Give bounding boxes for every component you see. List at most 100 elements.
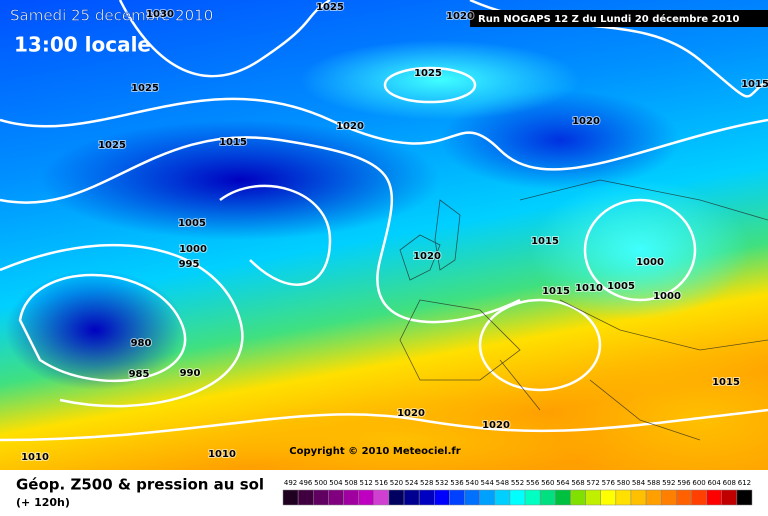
isobar-label: 1025 (131, 83, 159, 94)
scale-label: 508 (344, 479, 357, 487)
time: 13:00 locale (14, 33, 151, 57)
isobar-label: 1015 (219, 137, 247, 148)
scale-label: 516 (375, 479, 389, 487)
isobar-label: 1025 (414, 68, 442, 79)
scale-label: 560 (541, 479, 554, 487)
scale-label: 596 (677, 479, 691, 487)
isobar-label: 1015 (741, 79, 768, 90)
scale-label: 604 (707, 479, 721, 487)
legend-title: Géop. Z500 & pression au sol (16, 476, 264, 494)
isobar-label: 1020 (572, 116, 600, 127)
isobar-label: 1000 (653, 291, 681, 302)
scale-swatch (676, 489, 692, 506)
isobar-label: 980 (131, 338, 152, 349)
scale-label: 496 (299, 479, 313, 487)
isobar-label: 1000 (636, 257, 664, 268)
scale-label: 576 (602, 479, 616, 487)
scale-label: 588 (647, 479, 660, 487)
scale-swatch (449, 489, 465, 506)
scale-label: 520 (390, 479, 403, 487)
scale-swatch (721, 489, 738, 506)
isobar-label: 1025 (316, 2, 344, 13)
scale-label: 552 (511, 479, 524, 487)
run-banner (470, 10, 768, 27)
scale-label: 500 (314, 479, 327, 487)
scale-swatch (479, 489, 496, 506)
scale-swatch (736, 489, 753, 506)
scale-swatch (691, 489, 707, 506)
coastlines (399, 179, 768, 441)
scale-label: 532 (435, 479, 448, 487)
scale-swatch (403, 489, 420, 506)
legend-lead: (+ 120h) (16, 496, 70, 509)
scale-label: 556 (526, 479, 540, 487)
scale-label: 512 (360, 479, 373, 487)
scale-swatch (434, 489, 450, 506)
scale-swatch (615, 489, 632, 506)
isobar-label: 1020 (336, 121, 364, 132)
date: Samedi 25 decembre 2010 (10, 7, 213, 25)
isobar-label: 1010 (208, 449, 236, 460)
scale-swatch (358, 489, 375, 506)
scale-swatch (388, 489, 405, 506)
isobar-label: 995 (179, 259, 200, 270)
scale-label: 564 (556, 479, 570, 487)
isobar-label: 1015 (542, 286, 570, 297)
isobar-label: 1025 (98, 140, 126, 151)
scale-swatch (570, 489, 586, 506)
scale-swatch (706, 489, 722, 506)
scale-label: 536 (450, 479, 464, 487)
scale-label: 584 (632, 479, 646, 487)
scale-label: 544 (481, 479, 495, 487)
scale-swatch (645, 489, 662, 506)
scale-swatch (494, 489, 511, 506)
scale-swatch (660, 489, 677, 506)
scale-swatch (297, 489, 314, 506)
isobar-label: 990 (180, 368, 201, 379)
scale-label: 548 (496, 479, 509, 487)
scale-swatch (524, 489, 541, 506)
isobar-label: 1020 (482, 420, 510, 431)
scale-swatch (418, 489, 435, 506)
scale-swatch (555, 489, 571, 506)
isobars (0, 0, 768, 440)
isobar-label: 1020 (413, 251, 441, 262)
isobar-label: 1005 (607, 281, 635, 292)
scale-swatch (373, 489, 390, 506)
scale-label: 592 (662, 479, 675, 487)
isobar-label: 1010 (21, 452, 49, 463)
scale-label: 492 (284, 479, 297, 487)
isobar-label: 1020 (397, 408, 425, 419)
isobar-label: 1015 (712, 377, 740, 388)
isobar-label: 1010 (575, 283, 603, 294)
copyright: Copyright © 2010 Meteociel.fr (289, 446, 460, 457)
scale-label: 524 (405, 479, 419, 487)
scale-label: 504 (329, 479, 343, 487)
scale-swatch (343, 489, 359, 506)
isobar-label: 1030 (146, 9, 174, 20)
scale-swatch (464, 489, 480, 506)
scale-label: 580 (617, 479, 630, 487)
scale-label: 608 (723, 479, 736, 487)
isobar-label: 1005 (178, 218, 206, 229)
isobar-label: 1020 (446, 11, 474, 22)
scale-label: 528 (420, 479, 433, 487)
scale-swatch (282, 489, 299, 506)
scale-swatch (539, 489, 556, 506)
map-background (0, 0, 768, 490)
scale-swatch (585, 489, 601, 506)
scale-swatch (630, 489, 647, 506)
scale-label: 600 (692, 479, 705, 487)
scale-label: 572 (586, 479, 599, 487)
isobar-label: 985 (129, 369, 150, 380)
scale-label: 540 (465, 479, 478, 487)
scale-swatch (600, 489, 617, 506)
scale-swatch (509, 489, 526, 506)
scale-swatch (328, 489, 344, 506)
isobar-label: 1000 (179, 244, 207, 255)
scale-label: 612 (738, 479, 751, 487)
scale-swatch (313, 489, 329, 506)
isobar-label: 1015 (531, 236, 559, 247)
scale-label: 568 (571, 479, 584, 487)
